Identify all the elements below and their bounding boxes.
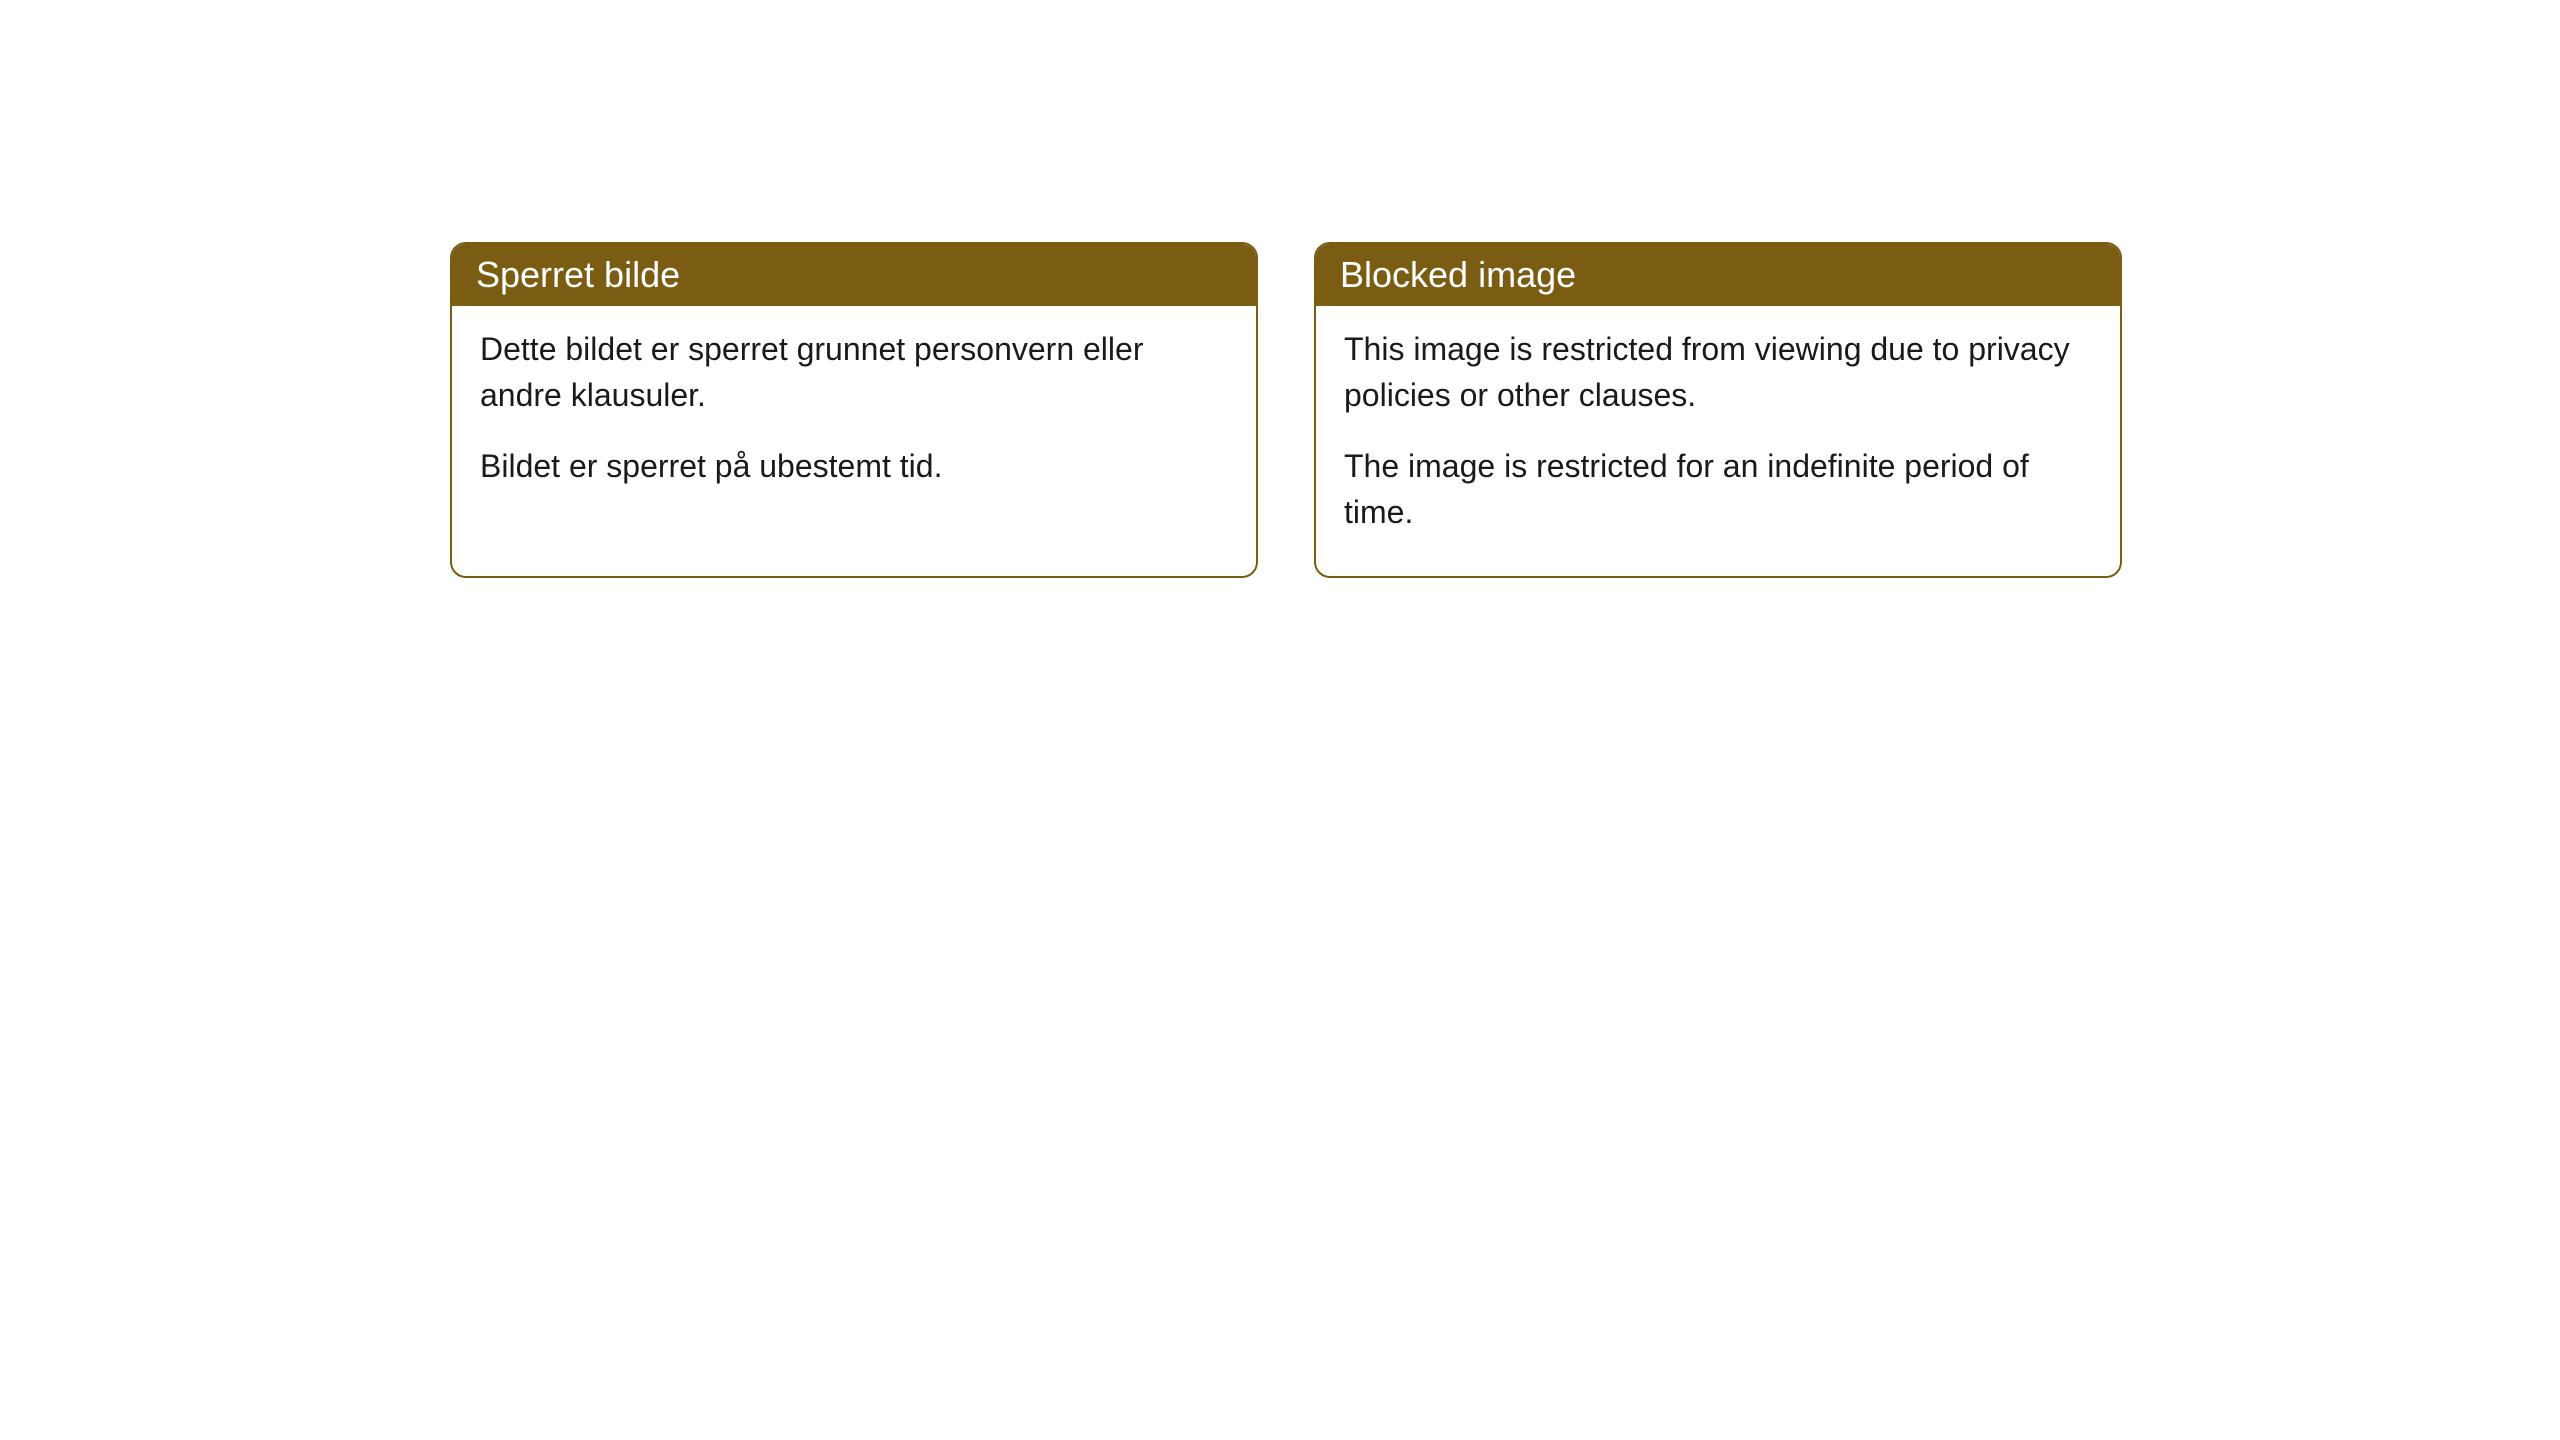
card-title-english: Blocked image — [1340, 254, 1576, 295]
card-title-norwegian: Sperret bilde — [476, 254, 680, 295]
card-body-norwegian: Dette bildet er sperret grunnet personve… — [452, 306, 1256, 529]
card-paragraph-1-english: This image is restricted from viewing du… — [1344, 326, 2092, 419]
card-header-norwegian: Sperret bilde — [452, 244, 1256, 306]
notice-cards-container: Sperret bilde Dette bildet er sperret gr… — [450, 242, 2122, 578]
notice-card-english: Blocked image This image is restricted f… — [1314, 242, 2122, 578]
notice-card-norwegian: Sperret bilde Dette bildet er sperret gr… — [450, 242, 1258, 578]
card-body-english: This image is restricted from viewing du… — [1316, 306, 2120, 576]
card-paragraph-2-english: The image is restricted for an indefinit… — [1344, 443, 2092, 536]
card-header-english: Blocked image — [1316, 244, 2120, 306]
card-paragraph-1-norwegian: Dette bildet er sperret grunnet personve… — [480, 326, 1228, 419]
card-paragraph-2-norwegian: Bildet er sperret på ubestemt tid. — [480, 443, 1228, 489]
